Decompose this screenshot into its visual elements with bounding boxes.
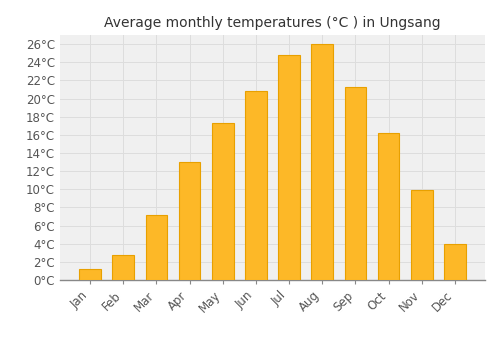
Bar bbox=[312, 44, 333, 280]
Bar bbox=[444, 244, 466, 280]
Bar bbox=[378, 133, 400, 280]
Title: Average monthly temperatures (°C ) in Ungsang: Average monthly temperatures (°C ) in Un… bbox=[104, 16, 441, 30]
Bar bbox=[146, 215, 167, 280]
Bar bbox=[80, 269, 101, 280]
Bar bbox=[212, 123, 234, 280]
Bar bbox=[112, 254, 134, 280]
Bar bbox=[344, 87, 366, 280]
Bar bbox=[278, 55, 300, 280]
Bar bbox=[411, 190, 432, 280]
Bar bbox=[179, 162, 201, 280]
Bar bbox=[245, 91, 266, 280]
